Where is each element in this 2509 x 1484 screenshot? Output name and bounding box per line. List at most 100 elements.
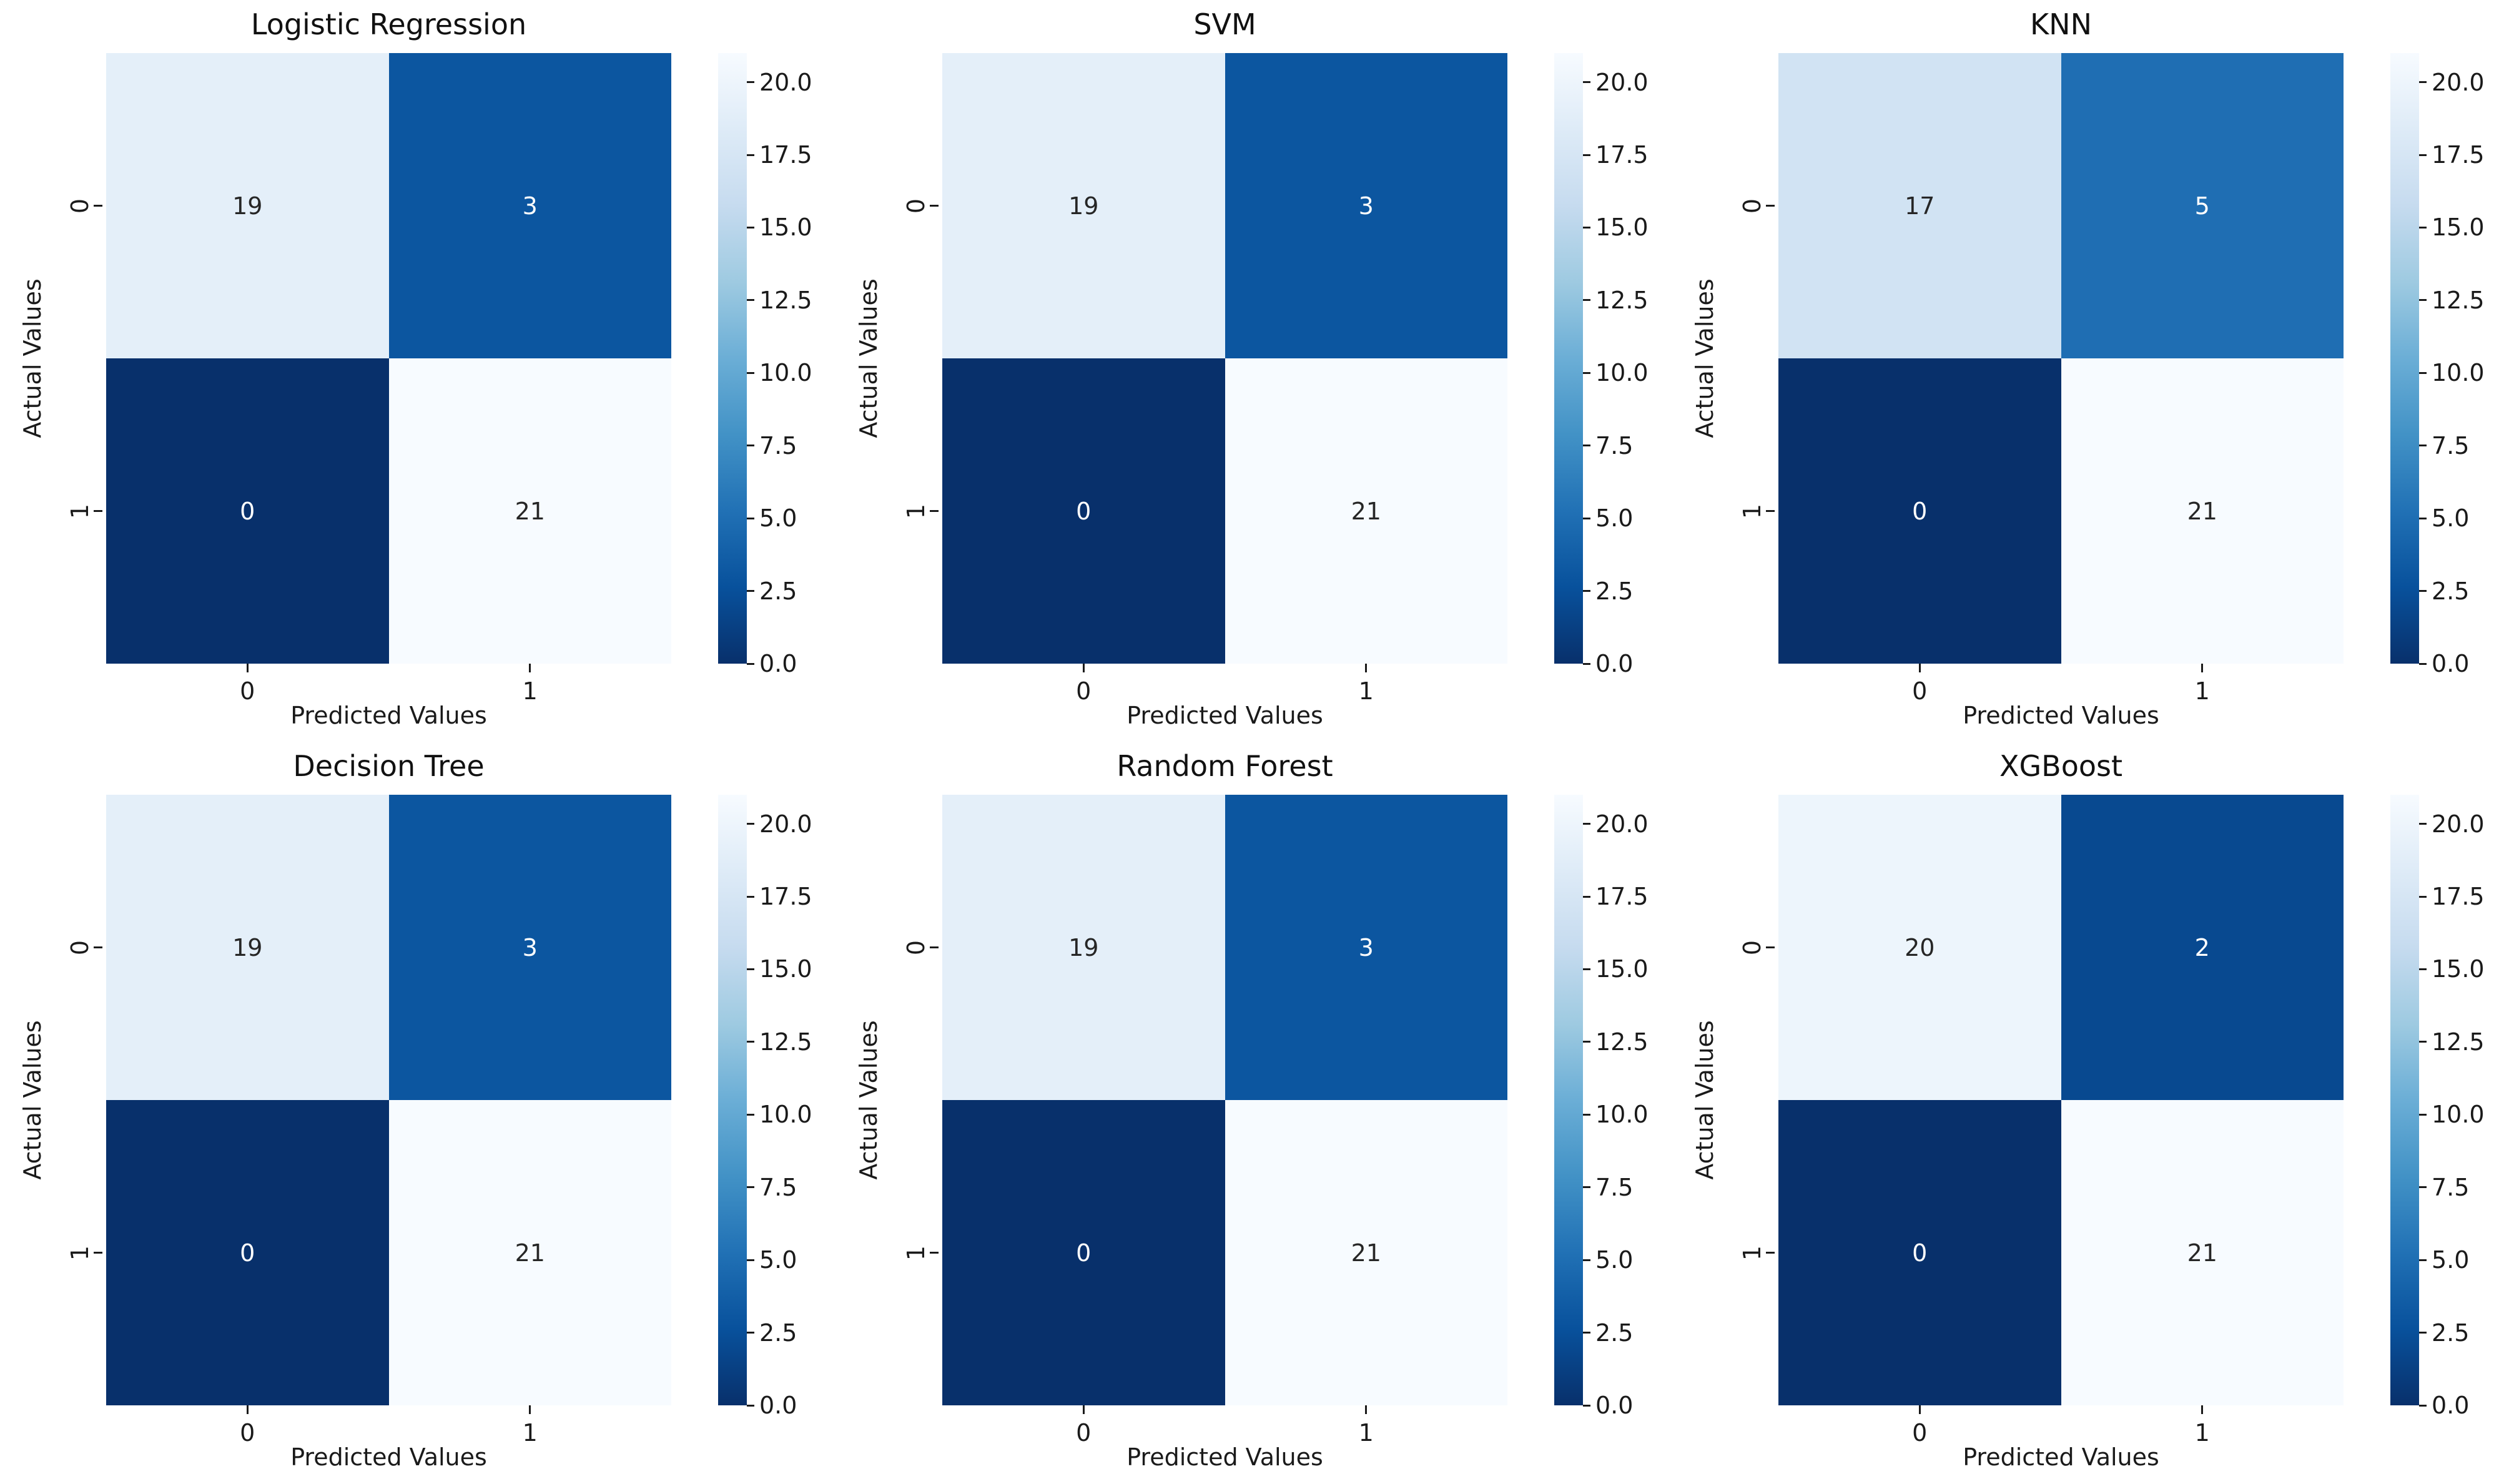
colorbar-tick-mark (1583, 1186, 1590, 1189)
x-tick-mark (1365, 664, 1368, 672)
colorbar-tick-mark (2419, 895, 2427, 898)
colorbar-tick-label: 7.5 (1595, 431, 1634, 459)
colorbar-tick-label: 7.5 (759, 431, 797, 459)
colorbar-tick-mark (1583, 371, 1590, 374)
colorbar-tick-mark (1583, 154, 1590, 156)
colorbar-tick-label: 17.5 (2432, 141, 2485, 169)
colorbar-tick-mark (2419, 81, 2427, 84)
matrix-cell: 21 (388, 358, 671, 664)
subplot-logistic-regression: Logistic Regression 19 3 0 21 Actual Values 0 1… (0, 0, 836, 742)
subplot-title: SVM (1193, 7, 1256, 41)
heatmap: 17 5 0 21 (1778, 53, 2344, 664)
x-tick-label: 0 (1912, 1419, 1928, 1447)
colorbar-tick-label: 17.5 (759, 883, 812, 910)
colorbar-tick-label: 15.0 (1595, 214, 1649, 242)
matrix-cell: 2 (2061, 795, 2344, 1100)
x-tick-label: 1 (522, 677, 538, 705)
matrix-cell: 3 (1225, 53, 1507, 358)
matrix-cell: 0 (1778, 1100, 2061, 1405)
y-tick-mark (94, 205, 102, 207)
colorbar-tick-mark (747, 590, 754, 592)
x-tick-mark (246, 664, 249, 672)
subplot-title: Logistic Regression (250, 7, 527, 41)
colorbar-tick-mark (747, 299, 754, 302)
colorbar-tick-label: 2.5 (2432, 577, 2470, 605)
x-tick-label: 0 (1076, 1419, 1092, 1447)
matrix-cell: 19 (106, 53, 389, 358)
y-axis-label: Actual Values (855, 278, 882, 438)
x-tick-mark (1365, 1405, 1368, 1414)
colorbar-tick-label: 17.5 (2432, 883, 2485, 910)
colorbar-tick-mark (747, 1332, 754, 1334)
colorbar-tick-mark (1583, 968, 1590, 970)
colorbar (718, 53, 747, 664)
colorbar-tick-label: 15.0 (759, 214, 812, 242)
colorbar-tick-label: 12.5 (759, 1028, 812, 1056)
matrix-cell: 21 (1225, 358, 1507, 664)
colorbar-tick-mark (1583, 895, 1590, 898)
matrix-cell: 0 (942, 358, 1225, 664)
y-tick-mark (94, 1252, 102, 1254)
colorbar-tick-label: 7.5 (759, 1173, 797, 1201)
x-axis-label: Predicted Values (290, 1443, 487, 1471)
y-tick-label: 0 (66, 198, 94, 214)
colorbar-tick-mark (747, 154, 754, 156)
y-tick-label: 1 (902, 503, 930, 519)
y-tick-mark (94, 946, 102, 948)
y-tick-label: 1 (66, 1245, 94, 1260)
x-tick-mark (246, 1405, 249, 1414)
heatmap: 19 3 0 21 (942, 795, 1507, 1405)
colorbar-tick-mark (2419, 968, 2427, 970)
subplot-title: Decision Tree (293, 749, 485, 783)
y-tick-mark (930, 510, 939, 512)
colorbar-tick-label: 5.0 (759, 1246, 797, 1274)
x-tick-label: 0 (1912, 677, 1928, 705)
colorbar-tick-mark (2419, 1404, 2427, 1407)
colorbar-tick-label: 2.5 (1595, 577, 1634, 605)
colorbar-tick-label: 20.0 (2432, 810, 2485, 838)
colorbar-tick-label: 5.0 (2432, 1246, 2470, 1274)
colorbar-tick-label: 15.0 (1595, 955, 1649, 983)
colorbar-tick-label: 12.5 (1595, 286, 1649, 314)
colorbar-tick-label: 12.5 (2432, 1028, 2485, 1056)
y-tick-label: 0 (902, 940, 930, 955)
colorbar-tick-mark (2419, 662, 2427, 665)
colorbar-tick-mark (747, 968, 754, 970)
matrix-cell: 19 (106, 795, 389, 1100)
colorbar-tick-label: 12.5 (2432, 286, 2485, 314)
y-tick-label: 0 (1738, 198, 1766, 214)
colorbar-tick-label: 17.5 (759, 141, 812, 169)
x-tick-label: 0 (240, 1419, 255, 1447)
colorbar-tick-mark (1583, 445, 1590, 447)
colorbar-tick-mark (1583, 517, 1590, 519)
y-tick-label: 1 (1738, 503, 1766, 519)
colorbar-tick-label: 20.0 (759, 810, 812, 838)
colorbar-tick-mark (2419, 445, 2427, 447)
x-tick-mark (1082, 1405, 1085, 1414)
colorbar-tick-mark (747, 662, 754, 665)
colorbar-tick-mark (1583, 662, 1590, 665)
colorbar-tick-mark (2419, 1332, 2427, 1334)
matrix-cell: 19 (942, 53, 1225, 358)
colorbar-tick-label: 0.0 (1595, 650, 1634, 677)
y-tick-label: 0 (66, 940, 94, 955)
x-tick-label: 1 (2194, 677, 2210, 705)
colorbar-tick-label: 20.0 (1595, 68, 1649, 96)
y-tick-label: 1 (66, 503, 94, 519)
colorbar-tick-mark (747, 371, 754, 374)
x-tick-mark (2201, 1405, 2204, 1414)
colorbar (718, 795, 747, 1405)
y-tick-mark (930, 946, 939, 948)
colorbar-tick-label: 12.5 (759, 286, 812, 314)
colorbar-tick-label: 5.0 (759, 504, 797, 533)
colorbar-tick-label: 15.0 (2432, 214, 2485, 242)
colorbar-tick-label: 2.5 (759, 577, 797, 605)
colorbar-tick-mark (1583, 1259, 1590, 1261)
subplot-svm: SVM 19 3 0 21 Actual Values 0 1 0 1 Predicted Valu… (836, 0, 1672, 742)
y-axis-label: Actual Values (19, 278, 46, 438)
heatmap: 20 2 0 21 (1778, 795, 2344, 1405)
colorbar (2390, 53, 2419, 664)
matrix-cell: 20 (1778, 795, 2061, 1100)
colorbar-tick-label: 10.0 (1595, 359, 1649, 387)
